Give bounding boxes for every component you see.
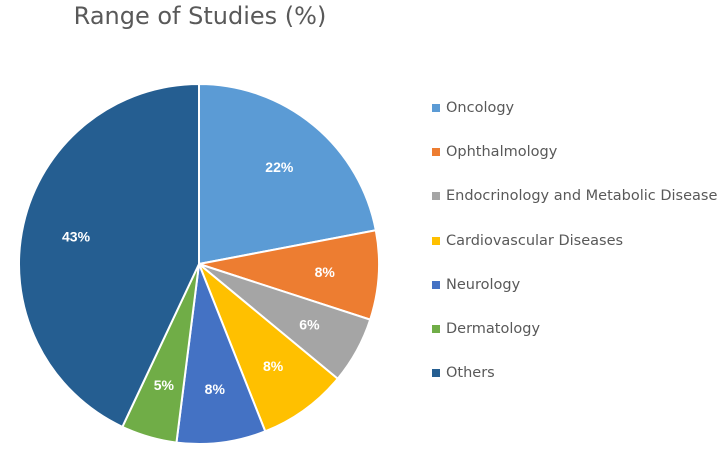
legend-label: Neurology (446, 276, 521, 293)
legend-label: Others (446, 365, 495, 382)
legend: Oncology Ophthalmology Endocrinology and M… (432, 86, 725, 395)
legend-label: Dermatology (446, 321, 541, 338)
data-label-oncology: 22% (265, 159, 294, 175)
legend-swatch (432, 325, 440, 334)
legend-item-dermatology: Dermatology (432, 307, 725, 351)
legend-item-endocrinology-and-metabolic-disease: Endocrinology and Metabolic Disease (432, 174, 725, 218)
legend-label: Oncology (446, 100, 515, 117)
pie-slice-others (18, 82, 200, 429)
data-label-others: 43% (62, 229, 91, 245)
legend-swatch (432, 369, 440, 378)
data-label-cardiovascular-diseases: 8% (263, 358, 284, 374)
pie-slice-oncology (198, 82, 377, 266)
legend-swatch (432, 192, 440, 201)
chart-title: Range of Studies (%) (73, 2, 327, 30)
legend-label: Endocrinology and Metabolic Disease (446, 188, 718, 205)
legend-swatch (432, 148, 440, 157)
legend-swatch (432, 236, 440, 245)
data-label-ophthalmology: 8% (315, 264, 336, 280)
legend-item-ophthalmology: Ophthalmology (432, 130, 725, 174)
legend-label: Ophthalmology (446, 144, 558, 161)
data-label-neurology: 8% (205, 381, 226, 397)
data-label-endocrinology-and-metabolic-disease: 6% (299, 317, 320, 333)
legend-item-neurology: Neurology (432, 263, 725, 307)
data-label-dermatology: 5% (154, 377, 175, 393)
legend-item-oncology: Oncology (432, 86, 725, 130)
pie-slice-cardiovascular-diseases (198, 263, 340, 433)
legend-item-others: Others (432, 351, 725, 395)
legend-swatch (432, 104, 440, 113)
pie-slice-neurology (175, 263, 267, 445)
pie-slice-ophthalmology (198, 229, 380, 321)
legend-swatch (432, 280, 440, 289)
legend-label: Cardiovascular Diseases (446, 232, 624, 249)
legend-item-cardiovascular-diseases: Cardiovascular Diseases (432, 219, 725, 263)
